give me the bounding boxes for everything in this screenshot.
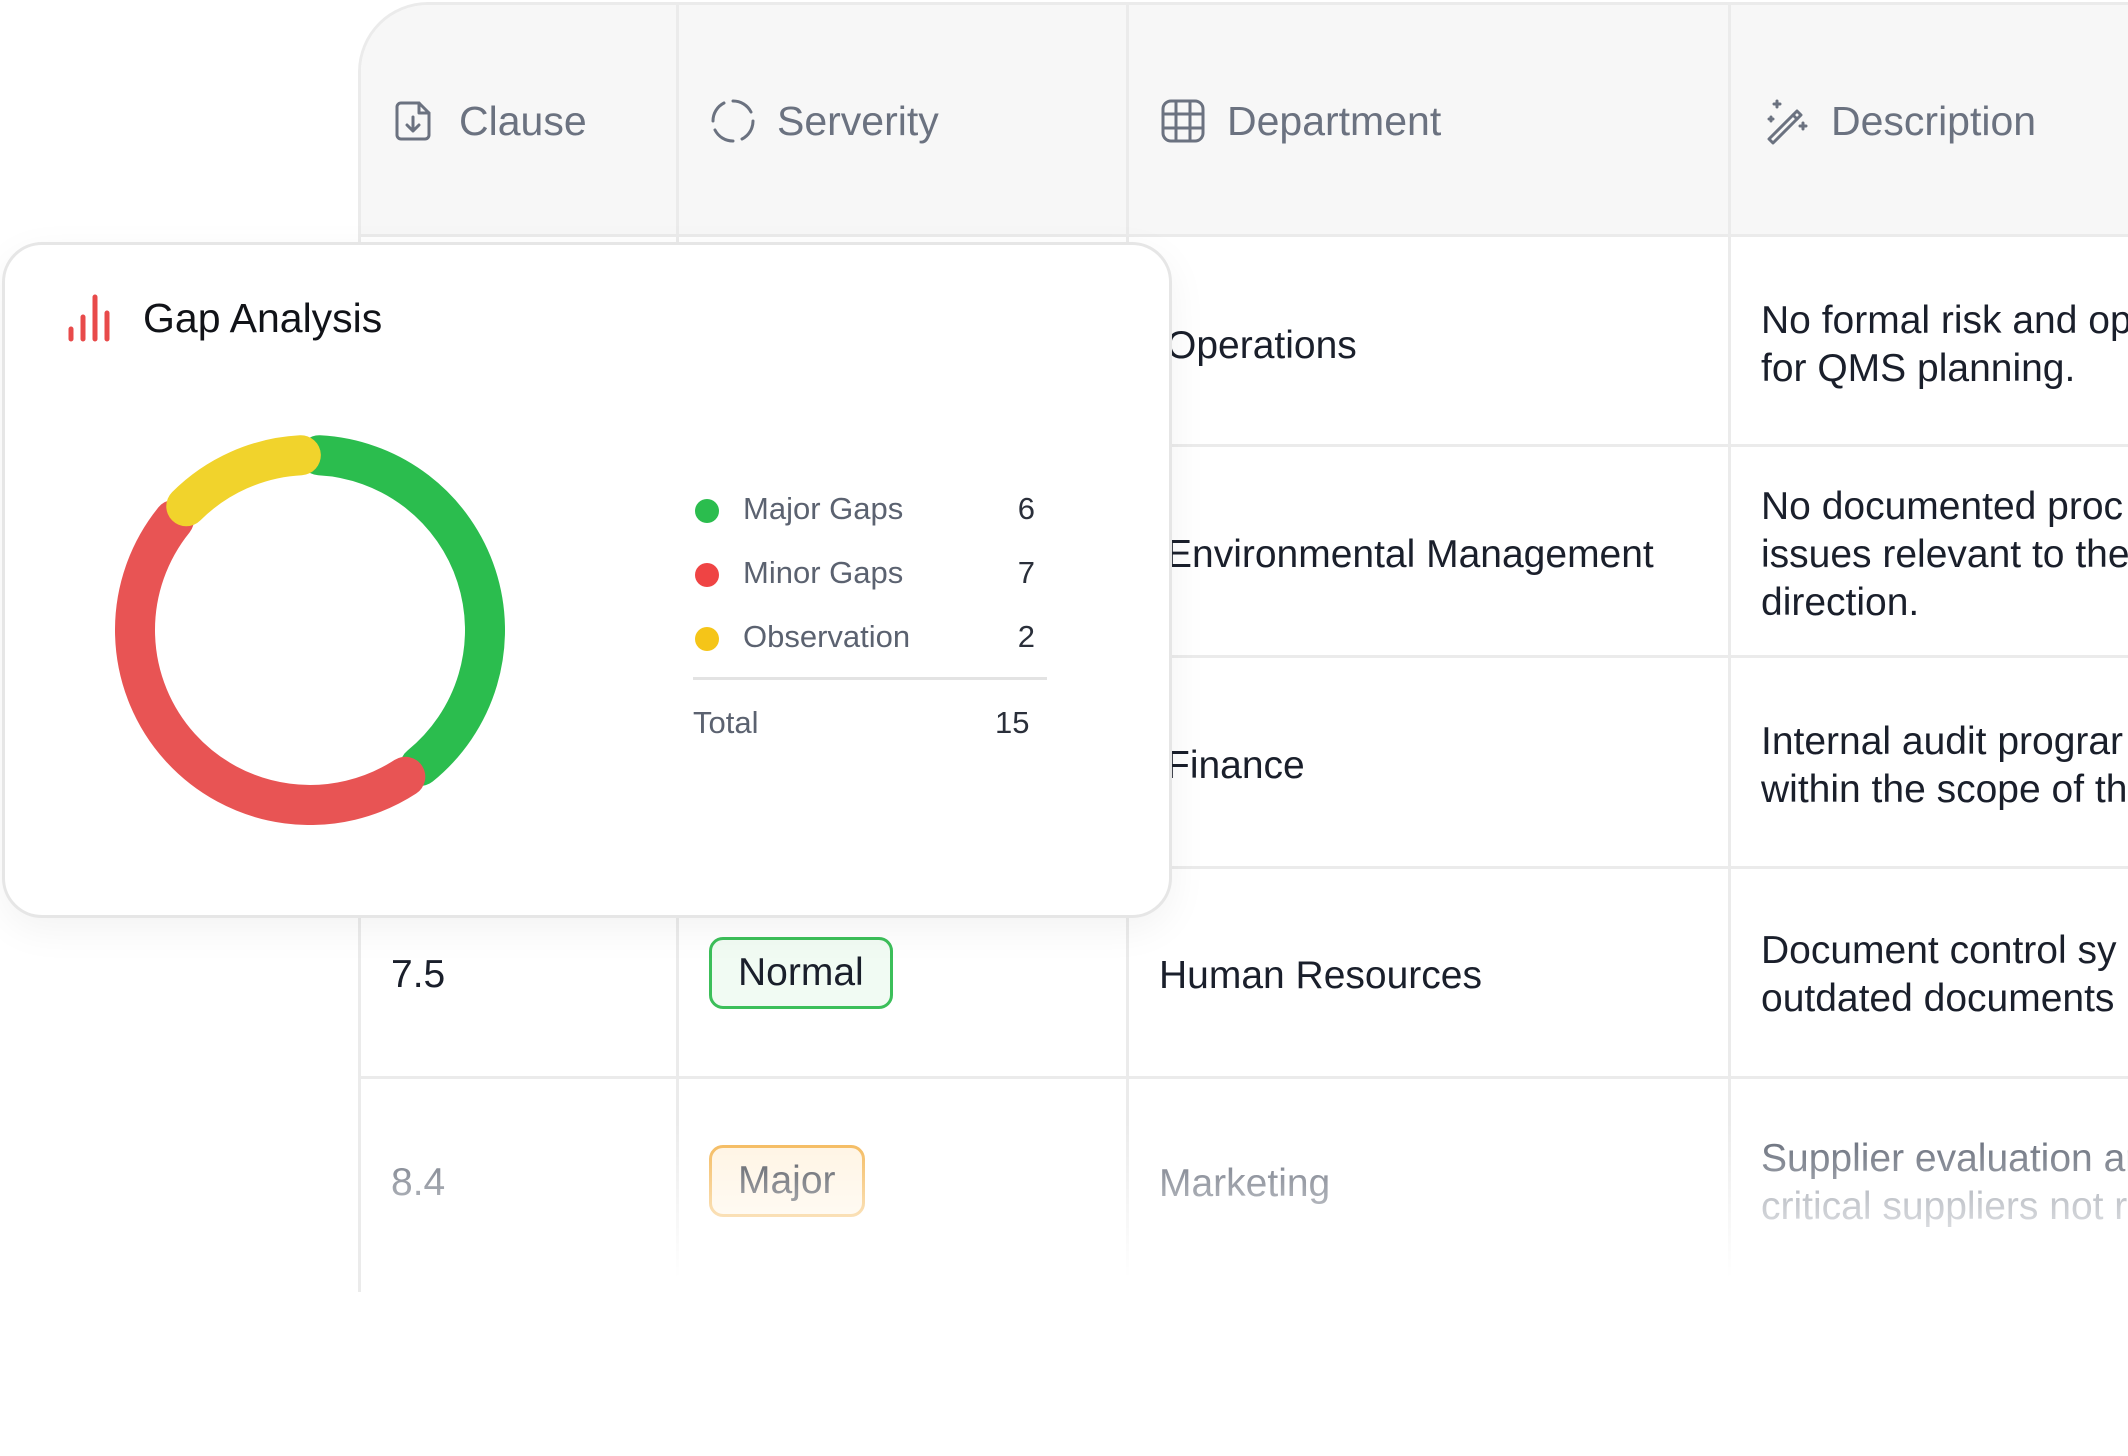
table-header [361,5,2128,237]
description-line: for QMS planning. [1761,347,2076,390]
description-line: Document control sy [1761,929,2117,972]
department-cell: Environmental Management [1166,533,1654,576]
legend-item-observation: Observation 2 [693,619,1047,683]
legend-value: 7 [1017,555,1035,590]
magic-wand-icon [1767,99,1808,145]
grid-icon [1161,99,1205,143]
column-header-clause[interactable]: Clause [391,5,587,237]
legend-label: Major Gaps [743,491,904,526]
column-header-label: Serverity [777,97,939,144]
total-value: 15 [995,705,1030,740]
legend-item-minor-gaps: Minor Gaps 7 [693,555,1047,619]
department-cell: Marketing [1159,1162,1331,1205]
document-download-icon [395,101,431,141]
donut-segment-major-gaps [299,435,505,787]
department-cell: Operations [1166,324,1357,367]
description-line: within the scope of th [1761,768,2128,811]
donut-chart [115,435,505,825]
legend-dot [695,563,719,587]
description-line: No formal risk and op [1761,299,2128,342]
severity-badge-major: Major [709,1145,865,1217]
legend-label: Minor Gaps [743,555,904,590]
row-divider [361,1076,2128,1079]
legend-label: Observation [743,619,911,654]
row-divider [361,444,2128,447]
description-line: issues relevant to the [1761,533,2128,576]
legend-value: 2 [1017,619,1035,654]
legend-item-major-gaps: Major Gaps 6 [693,491,1047,555]
clause-cell: 7.5 [391,953,446,996]
description-line: critical suppliers not r [1761,1185,2128,1228]
bar-chart-icon [68,294,110,342]
column-header-label: Department [1227,97,1442,144]
donut-segment-observation [166,435,321,527]
total-label: Total [693,705,759,740]
department-cell: Human Resources [1159,954,1482,997]
description-line: Internal audit prograr [1761,720,2124,763]
legend-dot [695,627,719,651]
gap-table: Clause Serverity Department Description … [358,2,2128,1292]
card-title: Gap Analysis [143,295,383,341]
clause-cell: 8.4 [391,1161,446,1204]
chart-legend: Major Gaps 6 Minor Gaps 7 Observation 2 [693,491,1047,683]
column-header-label: Description [1831,97,2037,144]
description-line: direction. [1761,581,1920,624]
description-line: No documented proc [1761,485,2124,528]
legend-value: 6 [1017,491,1035,526]
column-header-department[interactable]: Department [1159,5,1441,237]
column-header-description[interactable]: Description [1763,5,2036,237]
column-divider [1728,5,1731,1292]
description-line: Supplier evaluation ar [1761,1137,2128,1180]
gap-analysis-card: Gap Analysis Major Gaps 6 Minor Gaps 7 O… [2,242,1172,918]
legend-dot [695,499,719,523]
severity-badge-normal: Normal [709,937,893,1009]
department-cell: Finance [1166,744,1305,787]
donut-segment-minor-gaps [115,499,426,825]
row-divider [361,655,2128,658]
column-header-label: Clause [459,97,587,144]
column-header-severity[interactable]: Serverity [709,5,939,237]
description-line: outdated documents [1761,977,2115,1020]
spinner-circle-icon [711,99,755,143]
row-divider [361,866,2128,869]
legend-divider [693,677,1047,680]
